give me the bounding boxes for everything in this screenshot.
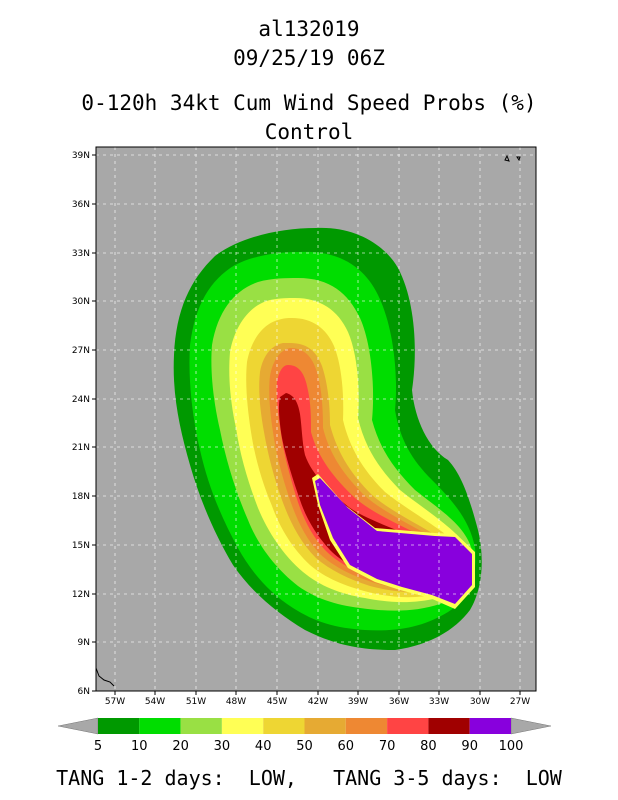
lat-label-27n: 27N xyxy=(72,346,90,356)
lat-label-24n: 24N xyxy=(72,395,90,405)
lon-label-42w: 42W xyxy=(308,697,328,707)
colorbar-label-20: 20 xyxy=(172,739,189,754)
datetime-title: 09/25/19 06Z xyxy=(233,46,385,70)
colorbar-label-30: 30 xyxy=(214,739,231,754)
colorbar-swatch xyxy=(469,718,511,734)
colorbar-label-5: 5 xyxy=(94,739,102,754)
colorbar-label-90: 90 xyxy=(461,739,478,754)
colorbar-swatch xyxy=(221,718,264,734)
map-frame xyxy=(95,146,537,692)
lat-label-6n: 6N xyxy=(78,687,90,697)
colorbar-swatch xyxy=(345,718,388,734)
lon-label-54w: 54W xyxy=(145,697,165,707)
map-gridlines xyxy=(96,147,536,691)
lat-label-12n: 12N xyxy=(72,590,90,600)
colorbar-label-10: 10 xyxy=(131,739,148,754)
colorbar-label-100: 100 xyxy=(499,739,524,754)
lon-label-57w: 57W xyxy=(105,697,125,707)
storm-id-title: al132019 xyxy=(258,17,360,41)
lon-label-33w: 33W xyxy=(429,697,449,707)
coastline-southwest xyxy=(95,667,115,687)
lat-label-30n: 30N xyxy=(72,297,90,307)
tang-status-footer: TANG 1-2 days: LOW, TANG 3-5 days: LOW xyxy=(56,766,562,790)
colorbar-right-arrow xyxy=(510,717,552,735)
lon-label-51w: 51W xyxy=(186,697,206,707)
lon-label-27w: 27W xyxy=(510,697,530,707)
colorbar-swatch xyxy=(263,718,305,734)
lon-label-48w: 48W xyxy=(226,697,246,707)
member-title: Control xyxy=(264,120,354,144)
product-title: 0-120h 34kt Cum Wind Speed Probs (%) xyxy=(81,91,537,115)
lat-label-39n: 39N xyxy=(72,151,90,161)
colorbar-swatch xyxy=(387,718,429,734)
lon-label-30w: 30W xyxy=(470,697,490,707)
colorbar-left-arrow xyxy=(57,717,99,735)
lat-label-18n: 18N xyxy=(72,492,90,502)
longitude-axis xyxy=(114,691,521,695)
colorbar-swatch xyxy=(428,718,470,734)
swath-100pct xyxy=(315,478,472,604)
colorbar-label-70: 70 xyxy=(379,739,396,754)
island-northeast xyxy=(504,154,521,162)
latitude-axis xyxy=(92,154,96,692)
colorbar-swatch xyxy=(98,718,140,734)
colorbar-label-60: 60 xyxy=(338,739,355,754)
lat-label-36n: 36N xyxy=(72,200,90,210)
probability-swaths xyxy=(173,227,482,650)
lon-label-36w: 36W xyxy=(389,697,409,707)
lon-label-45w: 45W xyxy=(267,697,287,707)
lat-label-15n: 15N xyxy=(72,541,90,551)
colorbar-label-80: 80 xyxy=(420,739,437,754)
colorbar-label-50: 50 xyxy=(296,739,313,754)
colorbar-label-40: 40 xyxy=(255,739,272,754)
colorbar-swatch xyxy=(139,718,181,734)
lon-label-39w: 39W xyxy=(348,697,368,707)
colorbar-swatch xyxy=(180,718,222,734)
lat-label-33n: 33N xyxy=(72,249,90,259)
colorbar xyxy=(57,717,552,735)
lat-label-9n: 9N xyxy=(78,638,90,648)
lat-label-21n: 21N xyxy=(72,443,90,453)
swath-80pct xyxy=(278,393,463,586)
colorbar-swatch xyxy=(304,718,346,734)
